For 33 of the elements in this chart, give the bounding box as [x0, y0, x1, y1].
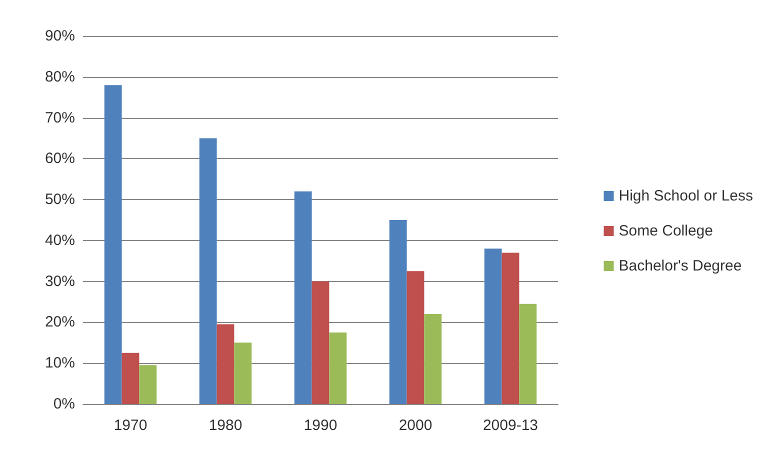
bar — [519, 304, 537, 404]
bar — [484, 248, 502, 404]
bar — [104, 85, 122, 404]
y-tick-label: 50% — [44, 191, 75, 208]
bar — [389, 220, 407, 404]
bar — [122, 352, 140, 404]
y-tick-label: 80% — [44, 68, 75, 86]
legend-label: Some College — [618, 222, 713, 240]
bar — [502, 252, 520, 404]
x-tick-label: 2000 — [398, 417, 432, 434]
x-tick-label: 1990 — [304, 417, 338, 434]
x-tick-label: 1970 — [114, 417, 148, 434]
y-tick-label: 30% — [44, 272, 75, 290]
bar — [234, 342, 252, 404]
bar — [329, 332, 347, 404]
x-tick-label: 1980 — [208, 417, 242, 434]
y-tick-label: 60% — [44, 150, 75, 168]
bar — [312, 281, 330, 404]
bar — [406, 271, 424, 404]
bar — [424, 314, 442, 404]
y-tick-label: 10% — [44, 354, 75, 372]
bar — [294, 191, 312, 404]
y-tick-label: 40% — [44, 232, 75, 249]
y-tick-label: 20% — [44, 314, 75, 331]
y-tick-label: 90% — [44, 28, 75, 44]
y-tick-label: 70% — [44, 109, 75, 126]
bar — [216, 324, 234, 404]
bar — [139, 365, 157, 404]
bar — [199, 138, 217, 404]
legend-label: Bachelor's Degree — [618, 258, 742, 274]
y-tick-label: 0% — [53, 396, 75, 412]
legend-label: High School or Less — [618, 188, 754, 204]
x-tick-label: 2009-13 — [482, 417, 538, 434]
